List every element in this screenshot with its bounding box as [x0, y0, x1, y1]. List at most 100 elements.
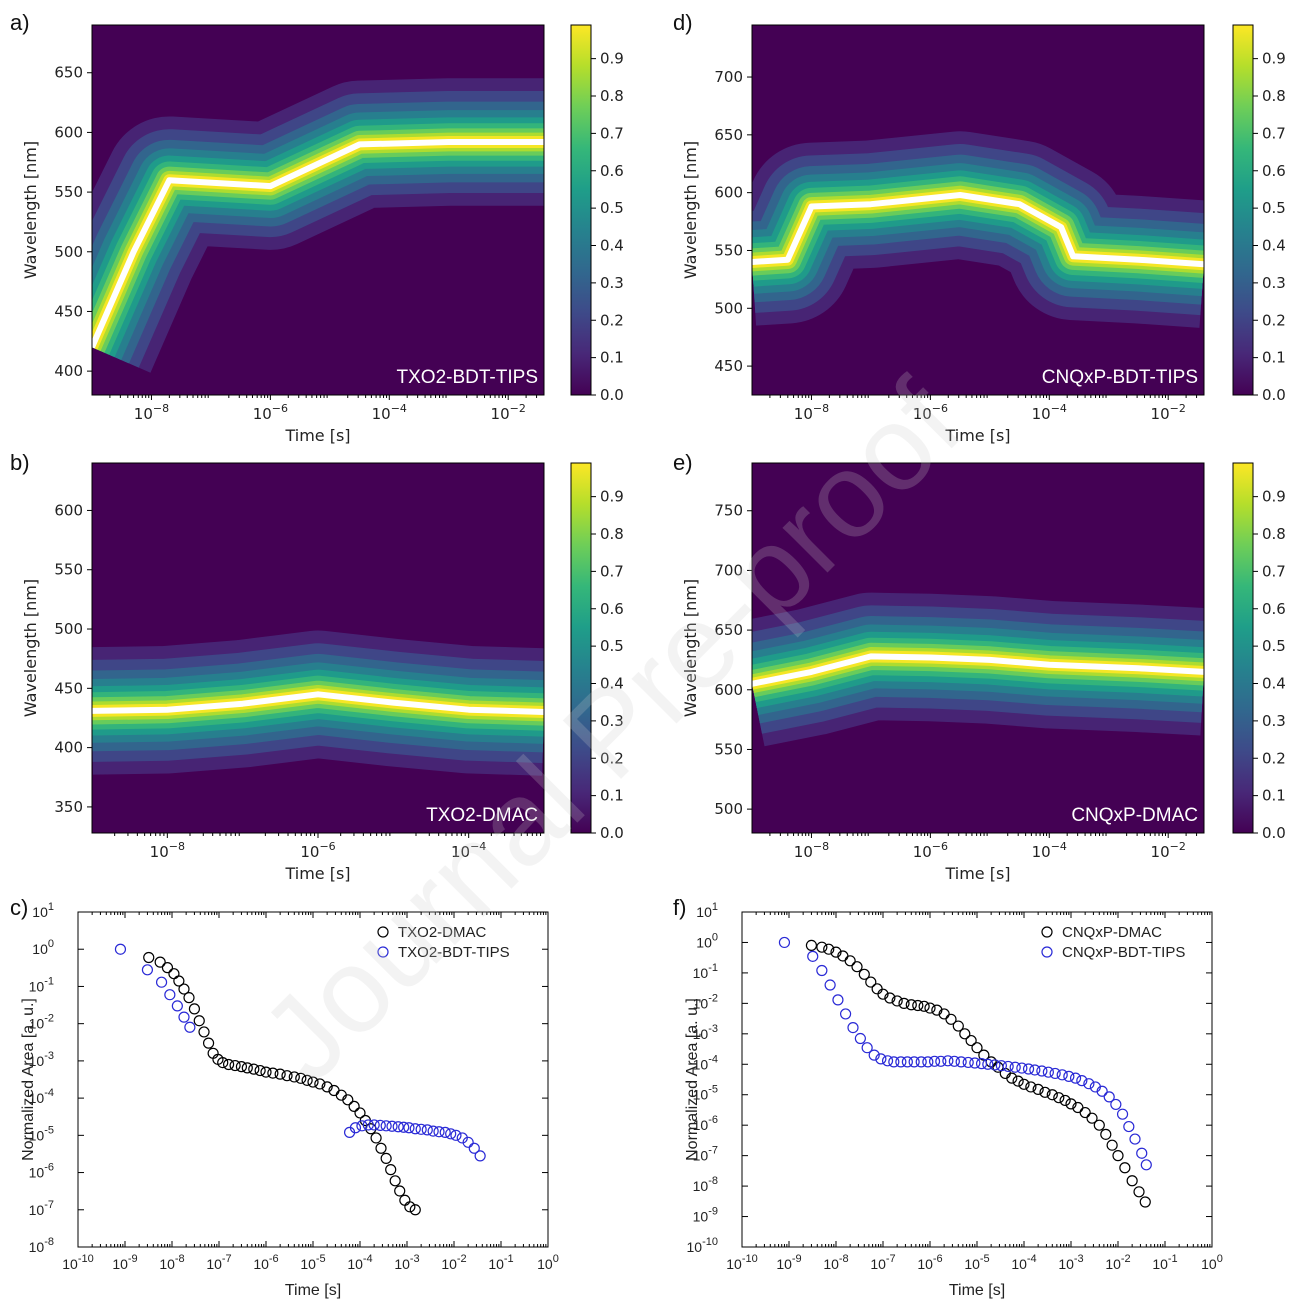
- data-point: [260, 1066, 272, 1078]
- panel-label: b): [10, 450, 30, 475]
- data-point: [1123, 1120, 1135, 1133]
- data-point: [254, 1064, 266, 1077]
- data-point: [1042, 1066, 1054, 1078]
- panel-title: TXO2-BDT-TIPS: [397, 367, 538, 388]
- x-tick-label: 10-9: [776, 1253, 801, 1272]
- colorbar-tick-label: 0.5: [600, 637, 624, 655]
- data-point: [975, 1058, 988, 1070]
- data-point: [778, 936, 791, 949]
- data-point: [368, 1119, 380, 1131]
- x-tick-label: 10−6: [913, 402, 948, 423]
- heatmap-panel-b: b) 350 400 450 500 550 600 10−8 10−6 10−4 Time [s]…: [10, 450, 624, 883]
- data-point: [942, 1055, 954, 1067]
- data-point: [1139, 1196, 1151, 1208]
- plot-frame: [77, 911, 549, 1248]
- panel-title: TXO2-DMAC: [426, 805, 538, 826]
- data-point: [1049, 1067, 1061, 1080]
- colorbar-tick-label: 0.1: [1262, 349, 1286, 367]
- data-point: [868, 1049, 880, 1061]
- data-point: [178, 1011, 190, 1023]
- series-CNQxP-BDT-TIPS: [778, 936, 1152, 1171]
- data-point: [1016, 1062, 1028, 1074]
- data-point: [1112, 1150, 1124, 1162]
- y-tick-label: 550: [54, 561, 83, 579]
- colorbar-tick-label: 0.3: [1262, 274, 1286, 292]
- x-tick-label: 10-5: [300, 1253, 325, 1272]
- data-point: [370, 1132, 382, 1144]
- data-point: [955, 1056, 967, 1068]
- data-point: [288, 1071, 300, 1083]
- y-tick-label: 600: [54, 501, 83, 519]
- x-tick-label: 10−6: [253, 402, 288, 423]
- y-tick-label: 350: [54, 798, 83, 816]
- y-axis-label: Wavelength [nm]: [681, 141, 700, 279]
- colorbar-tick-label: 0.0: [600, 824, 624, 842]
- panel-label: f): [673, 895, 686, 920]
- y-tick-label: 10-1: [29, 975, 54, 994]
- colorbar-tick-label: 0.5: [600, 199, 624, 217]
- legend-label: CNQxP-DMAC: [1062, 924, 1162, 941]
- data-point: [875, 1053, 887, 1065]
- data-point: [1032, 1083, 1044, 1095]
- colorbar: 0.0 0.1 0.2 0.3 0.4 0.5 0.6 0.7 0.8 0.9: [1232, 462, 1286, 842]
- data-point: [301, 1074, 313, 1086]
- y-axis-label: Normalized Area [a. u.]: [684, 998, 701, 1161]
- heatmap-area: [752, 25, 1204, 395]
- y-axis-label: Wavelength [nm]: [21, 141, 40, 279]
- colorbar-tick-label: 0.6: [600, 162, 624, 180]
- x-tick-label: 10-7: [206, 1253, 231, 1272]
- data-point: [1079, 1106, 1091, 1119]
- y-tick-label: 600: [54, 123, 83, 141]
- data-point: [881, 1055, 894, 1067]
- panel-label: a): [10, 10, 30, 35]
- x-tick-label: 10−8: [794, 840, 829, 861]
- data-point: [1119, 1162, 1131, 1174]
- data-point: [1029, 1064, 1041, 1076]
- y-tick-label: 101: [696, 901, 718, 920]
- data-point: [398, 1121, 410, 1133]
- data-point: [349, 1122, 362, 1134]
- data-point: [1140, 1159, 1152, 1171]
- data-point: [854, 1032, 866, 1045]
- data-point: [143, 951, 155, 964]
- plot-frame: [751, 462, 1205, 834]
- data-point: [1009, 1061, 1021, 1073]
- y-tick-label: 10-9: [693, 1206, 718, 1225]
- x-tick-label: 10-9: [112, 1253, 137, 1272]
- data-point: [445, 1128, 457, 1140]
- colorbar-tick-label: 0.2: [1262, 311, 1286, 329]
- data-point: [348, 1100, 360, 1112]
- data-point: [403, 1122, 415, 1134]
- panel-label: d): [673, 10, 693, 35]
- x-tick-label: 10−4: [451, 840, 486, 861]
- data-point: [474, 1150, 486, 1162]
- data-point: [1002, 1060, 1014, 1073]
- y-tick-label: 500: [714, 299, 743, 317]
- panel-title: CNQxP-DMAC: [1071, 805, 1198, 826]
- x-tick-label: 10-8: [159, 1253, 184, 1272]
- data-point: [374, 1119, 386, 1131]
- data-point: [830, 946, 842, 958]
- x-tick-label: 10−4: [372, 402, 407, 423]
- data-point: [267, 1067, 279, 1079]
- data-point: [928, 1055, 941, 1067]
- colorbar-tick-label: 0.9: [600, 488, 624, 506]
- legend-marker: [377, 926, 389, 938]
- colorbar-tick-label: 0.2: [600, 311, 624, 329]
- legend-label: TXO2-BDT-TIPS: [398, 944, 510, 961]
- x-tick-label: 10−6: [913, 840, 948, 861]
- data-point: [362, 1119, 374, 1131]
- x-tick-label: 10−4: [1032, 840, 1067, 861]
- y-axis-label: Normalized Area [a. u.]: [20, 998, 37, 1161]
- colorbar-tick-label: 0.4: [600, 675, 624, 693]
- y-tick-label: 650: [54, 64, 83, 82]
- colorbar-tick-label: 0.3: [1262, 712, 1286, 730]
- data-point: [915, 1056, 927, 1068]
- x-tick-label: 10−8: [150, 840, 185, 861]
- data-point: [918, 1000, 930, 1012]
- data-point: [1056, 1069, 1068, 1081]
- data-point: [235, 1061, 248, 1073]
- series-TXO2-BDT-TIPS: [114, 943, 486, 1162]
- x-tick-label: 100: [1201, 1253, 1223, 1272]
- heatmap-panel-a: a) 400 450 500 550 600 650 10−8 10−6 10−4 10−2 Time…: [10, 10, 624, 445]
